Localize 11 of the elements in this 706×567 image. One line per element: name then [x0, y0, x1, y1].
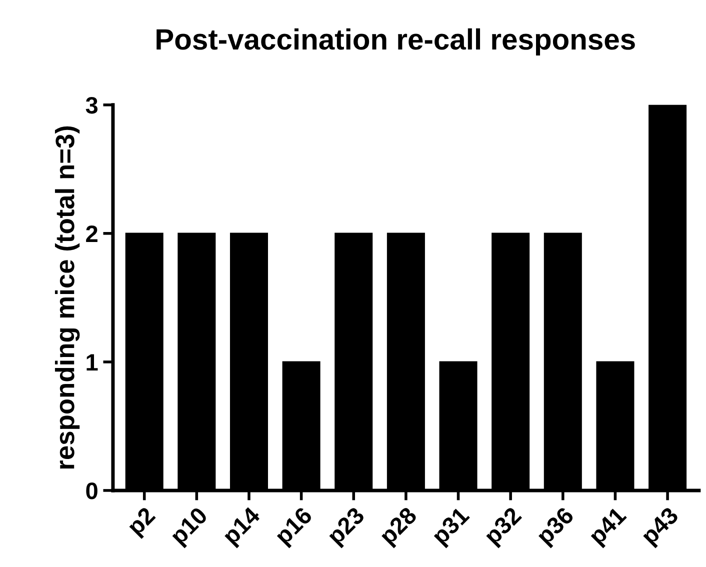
- chart-title: Post-vaccination re-call responses: [156, 28, 635, 56]
- x-tick-label: p31: [431, 506, 474, 548]
- x-tick-label: p41: [588, 506, 630, 548]
- y-tick-label: 3: [86, 96, 98, 114]
- y-tick-label: 1: [86, 354, 98, 370]
- y-tick-label: 2: [86, 225, 98, 242]
- y-tick-label: 0: [86, 482, 98, 500]
- x-tick-label: p10: [169, 506, 212, 548]
- x-tick-label: p43: [640, 506, 683, 548]
- x-tick-label: p2: [126, 506, 160, 539]
- y-axis-title: responding mice (total n=3): [54, 126, 80, 469]
